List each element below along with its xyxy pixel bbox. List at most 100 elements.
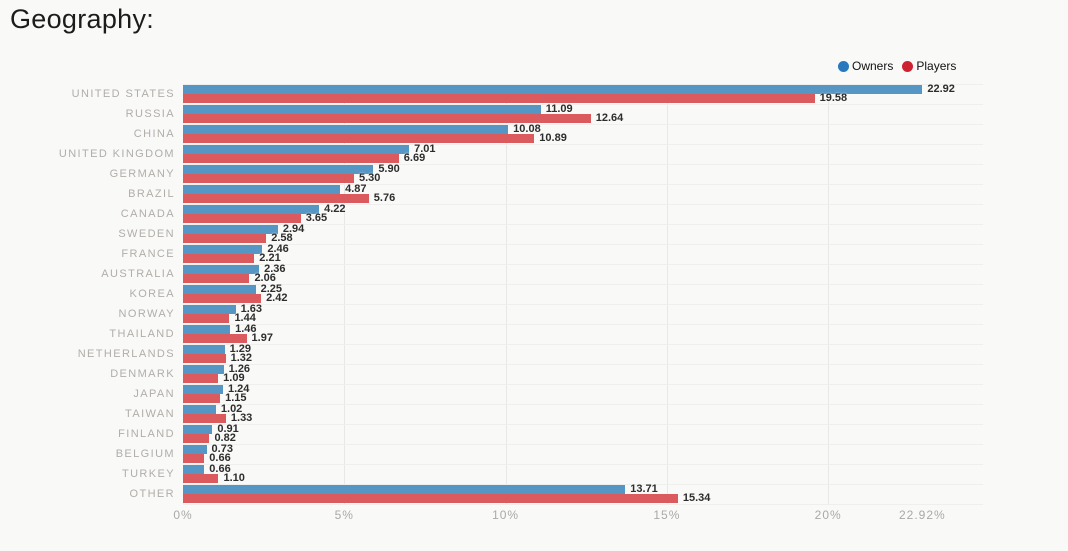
value-label-owners: 7.01 — [414, 143, 436, 155]
category-label: FRANCE — [121, 248, 175, 260]
bar-players — [183, 94, 815, 103]
bar-owners — [183, 165, 374, 174]
x-tick-label: 5% — [334, 508, 354, 522]
row-separator — [183, 284, 983, 285]
row-separator — [183, 484, 983, 485]
category-label: AUSTRALIA — [101, 268, 175, 280]
gridline — [344, 84, 346, 504]
value-label-players: 3.65 — [305, 212, 328, 224]
bar-players — [183, 174, 354, 183]
bar-players — [183, 354, 226, 363]
bar-owners — [183, 265, 260, 274]
x-tick-label: 15% — [653, 508, 681, 522]
value-label-owners: 1.02 — [220, 403, 243, 415]
legend-item-owners[interactable]: Owners — [838, 59, 893, 73]
value-label-players: 6.69 — [403, 152, 426, 164]
row-separator — [183, 264, 983, 265]
value-label-owners: 1.26 — [228, 363, 251, 375]
legend-item-players[interactable]: Players — [902, 59, 956, 73]
category-label: JAPAN — [133, 388, 175, 400]
value-label-owners: 1.29 — [229, 343, 252, 355]
value-label-owners: 2.94 — [282, 223, 305, 235]
bar-owners — [183, 485, 626, 494]
bar-players — [183, 154, 399, 163]
page-title: Geography: — [10, 4, 155, 34]
value-label-owners: 2.36 — [264, 263, 286, 275]
row-separator — [183, 104, 983, 105]
bar-owners — [183, 245, 263, 254]
bar-players — [183, 234, 267, 243]
value-label-owners: 1.46 — [235, 323, 257, 335]
bar-players — [183, 374, 219, 383]
value-label-players: 2.06 — [254, 272, 276, 284]
x-tick-label: 10% — [492, 508, 520, 522]
value-label-players: 5.76 — [373, 192, 396, 204]
category-label: NORWAY — [118, 308, 175, 320]
gridline — [828, 84, 830, 504]
gridline — [666, 84, 668, 504]
bar-players — [183, 334, 247, 343]
row-separator — [183, 124, 983, 125]
category-label: RUSSIA — [125, 108, 175, 120]
bar-owners — [183, 145, 410, 154]
value-label-players: 1.15 — [225, 392, 247, 404]
bar-players — [183, 294, 262, 303]
value-label-players: 2.42 — [266, 292, 288, 304]
legend-item-label: Players — [916, 59, 957, 73]
category-axis: UNITED STATES RUSSIA CHINA UNITED KINGDOM GE… — [0, 84, 175, 504]
value-label-players: 2.21 — [259, 252, 281, 264]
gridline — [505, 84, 507, 504]
category-label: DENMARK — [110, 368, 175, 380]
value-label-players: 2.58 — [271, 232, 293, 244]
value-label-players: 1.10 — [223, 472, 245, 484]
bar-owners — [183, 285, 256, 294]
row-separator — [183, 344, 983, 345]
value-label-players: 1.44 — [234, 312, 256, 324]
bar-players — [183, 494, 678, 503]
bar-owners — [183, 345, 225, 354]
row-separator — [183, 164, 983, 165]
value-label-owners: 1.24 — [228, 383, 250, 395]
bar-owners — [183, 385, 223, 394]
x-tick-label: 22.92% — [898, 508, 946, 522]
value-label-players: 1.33 — [230, 412, 253, 424]
value-label-players: 19.58 — [819, 92, 848, 104]
value-label-players: 10.89 — [539, 132, 567, 144]
category-label: NETHERLANDS — [77, 348, 175, 360]
row-separator — [183, 424, 983, 425]
bar-owners — [183, 325, 231, 334]
bar-players — [183, 134, 535, 143]
bar-owners — [183, 365, 224, 374]
value-label-owners: 2.25 — [260, 283, 282, 295]
value-label-owners: 11.09 — [545, 103, 573, 115]
value-label-players: 5.30 — [358, 172, 381, 184]
plot-area: 22.92 19.58 11.09 12.64 10.08 10.89 7.01 6.69 5.… — [183, 84, 983, 505]
bar-owners — [183, 465, 205, 474]
bar-players — [183, 314, 230, 323]
category-label: BRAZIL — [128, 188, 175, 200]
value-label-owners: 5.90 — [378, 163, 400, 175]
bar-players — [183, 454, 205, 463]
value-label-players: 15.34 — [682, 492, 711, 504]
category-label: CHINA — [133, 128, 175, 140]
category-label: FINLAND — [118, 428, 175, 440]
value-label-owners: 2.46 — [267, 243, 289, 255]
row-separator — [183, 444, 983, 445]
value-label-owners: 0.73 — [211, 443, 233, 455]
bar-players — [183, 394, 221, 403]
bar-players — [183, 214, 301, 223]
owners-legend-dot-icon — [838, 60, 849, 72]
bar-owners — [183, 425, 213, 434]
category-label: TAIWAN — [125, 408, 175, 420]
row-separator — [183, 404, 983, 405]
category-label: KOREA — [129, 288, 175, 300]
bar-owners — [183, 125, 509, 134]
category-label: BELGIUM — [115, 448, 175, 460]
bar-owners — [183, 445, 207, 454]
value-label-owners: 0.66 — [209, 463, 231, 475]
bar-players — [183, 114, 591, 123]
bar-owners — [183, 105, 541, 114]
value-label-owners: 10.08 — [513, 123, 541, 135]
row-separator — [183, 304, 983, 305]
category-label: UNITED STATES — [71, 88, 175, 100]
